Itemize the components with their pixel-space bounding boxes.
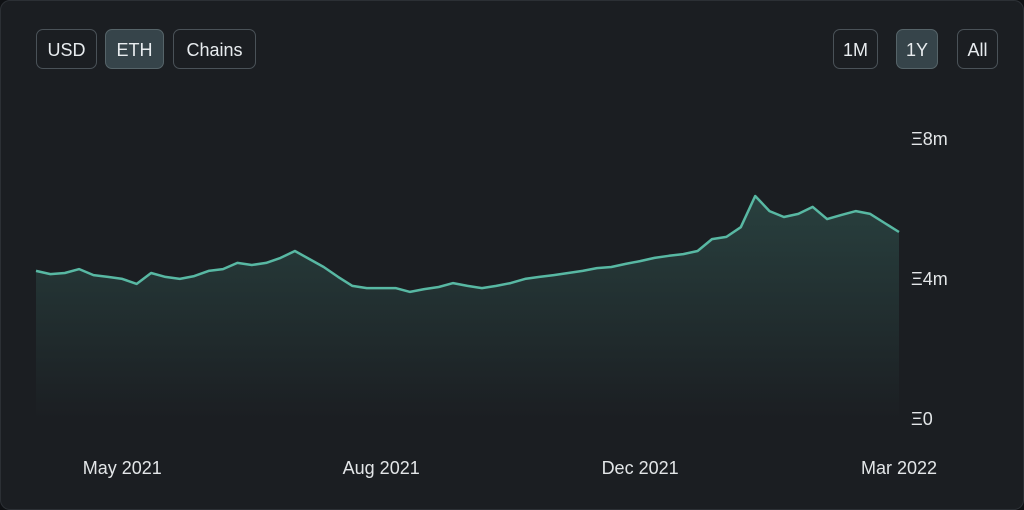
y-tick-label: Ξ8m [911, 129, 948, 149]
x-tick-label: Mar 2022 [861, 458, 937, 478]
y-tick-label: Ξ0 [911, 409, 933, 429]
1y-button[interactable]: 1Y [896, 29, 938, 69]
usd-button[interactable]: USD [36, 29, 97, 69]
chains-button[interactable]: Chains [173, 29, 256, 69]
1m-button[interactable]: 1M [833, 29, 878, 69]
line [35, 194, 900, 294]
all-button[interactable]: All [957, 29, 998, 69]
x-tick-label: May 2021 [83, 458, 162, 478]
x-tick-label: Dec 2021 [602, 458, 679, 478]
x-tick-label: Aug 2021 [343, 458, 420, 478]
area [36, 196, 899, 420]
eth-button[interactable]: ETH [105, 29, 164, 69]
y-tick-label: Ξ4m [911, 269, 948, 289]
